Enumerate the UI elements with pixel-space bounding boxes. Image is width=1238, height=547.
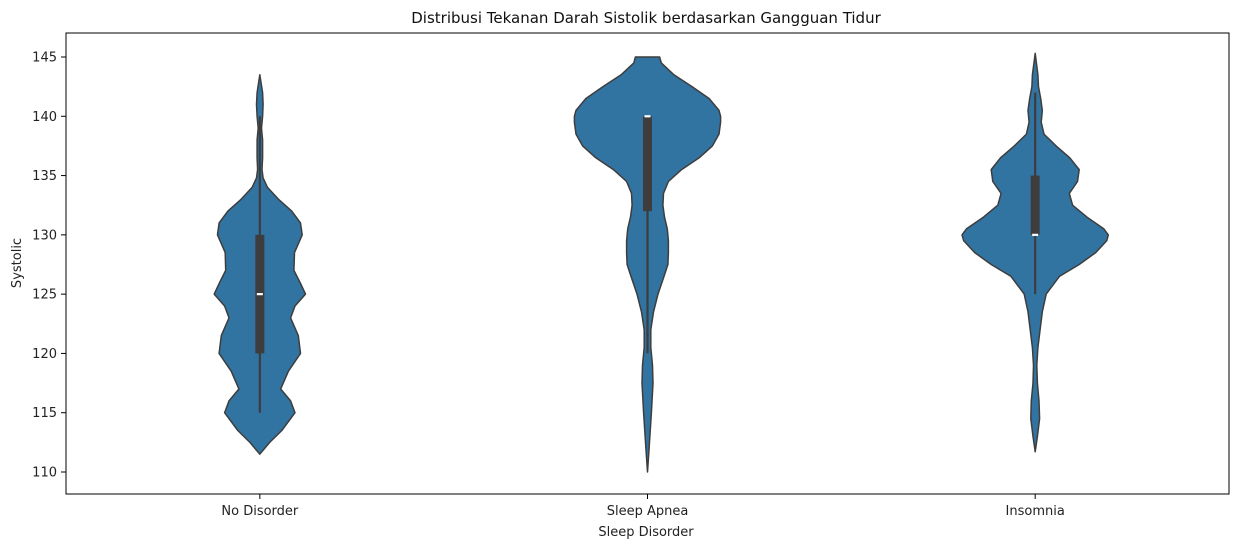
violin-iqr-box xyxy=(643,116,652,212)
x-tick-label: Sleep Apnea xyxy=(607,504,689,519)
y-axis: 110 115 120 125 130 135 140 145 xyxy=(32,51,66,481)
y-tick-label: 125 xyxy=(32,288,57,303)
y-tick-label: 140 xyxy=(32,110,57,125)
x-tick-label: No Disorder xyxy=(221,504,299,519)
y-tick-label: 135 xyxy=(32,169,57,184)
y-tick-label: 110 xyxy=(32,466,57,481)
y-axis-label: Systolic xyxy=(10,238,25,288)
y-tick-label: 145 xyxy=(32,51,57,66)
x-tick-label: Insomnia xyxy=(1006,504,1065,519)
x-axis-label: Sleep Disorder xyxy=(598,525,694,540)
violin-iqr-box xyxy=(1030,175,1040,235)
y-tick-label: 115 xyxy=(32,406,57,421)
chart-title: Distribusi Tekanan Darah Sistolik berdas… xyxy=(411,9,881,27)
y-tick-label: 120 xyxy=(32,347,57,362)
violins-layer xyxy=(213,52,1110,473)
x-axis: No Disorder Sleep Apnea Insomnia xyxy=(221,494,1065,519)
y-tick-label: 130 xyxy=(32,228,57,243)
